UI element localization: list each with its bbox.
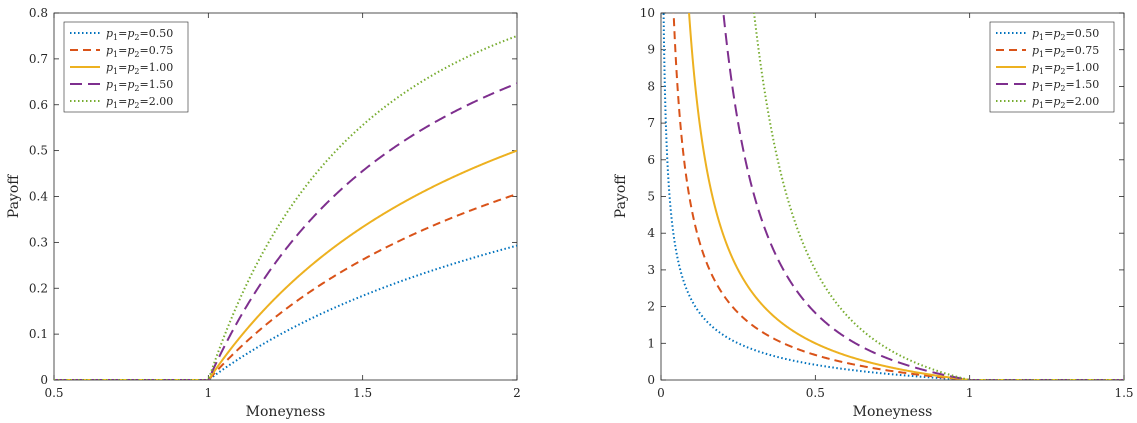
x-tick-label: 1.5 [1114, 386, 1133, 400]
y-tick-label: 7 [647, 116, 655, 130]
y-axis-label: Payoff [6, 174, 22, 218]
y-tick-label: 0 [40, 373, 48, 387]
x-axis-label: Moneyness [246, 404, 326, 420]
y-tick-label: 1 [647, 336, 655, 350]
legend-label-1: p1=p2=0.50 [106, 27, 173, 42]
series-group [662, 13, 1124, 380]
legend: p1=p2=0.50 p1=p2=0.75 p1=p2=1.00 p1=p2=1.50… [63, 21, 189, 113]
legend-label-1: p1=p2=0.50 [1032, 27, 1099, 42]
legend-label-3: p1=p2=1.00 [1032, 61, 1099, 76]
y-tick-label: 0.3 [29, 235, 48, 249]
y-tick-label: 9 [647, 43, 655, 57]
series-line-3 [54, 149, 517, 380]
legend-label-5: p1=p2=2.00 [106, 95, 173, 110]
y-tick-label: 0.5 [29, 144, 48, 158]
legend: p1=p2=0.50 p1=p2=0.75 p1=p2=1.00 p1=p2=1.50… [989, 21, 1115, 113]
legend-label-4: p1=p2=1.50 [106, 78, 173, 93]
x-axis-label: Moneyness [853, 404, 933, 420]
y-tick-label: 0.2 [29, 281, 48, 295]
x-tick-label: 0.5 [44, 386, 63, 400]
legend-label-3: p1=p2=1.00 [106, 61, 173, 76]
y-tick-label: 2 [647, 300, 655, 314]
series-line-2 [54, 193, 517, 380]
chart-call: 0.5 1 1.5 2 0 0.1 0.2 0.3 0.4 0.5 0.6 0.7 0.8 Moneyne… [6, 6, 521, 420]
x-tick-label: 0.5 [806, 386, 825, 400]
series-group [54, 35, 517, 380]
legend-label-4: p1=p2=1.50 [1032, 78, 1099, 93]
chart-put: 0 0.5 1 1.5 0 1 2 3 4 5 6 7 8 9 10 Moneyness Payoff p1=p2… [613, 6, 1134, 420]
y-axis-label: Payoff [613, 174, 629, 218]
y-tick-label: 0.4 [29, 190, 48, 204]
y-tick-label: 0 [647, 373, 655, 387]
series-line-2 [672, 13, 1124, 380]
legend-label-2: p1=p2=0.75 [1032, 44, 1099, 59]
y-tick-label: 0.1 [29, 327, 48, 341]
x-tick-label: 1 [966, 386, 974, 400]
series-line-4 [54, 82, 517, 380]
y-tick-label: 0.6 [29, 98, 48, 112]
x-tick-label: 2 [513, 386, 521, 400]
x-tick-label: 1 [205, 386, 213, 400]
y-tick-label: 10 [640, 6, 655, 20]
series-line-5 [753, 13, 1124, 380]
x-tick-label: 0 [657, 386, 665, 400]
series-line-1 [54, 244, 517, 380]
series-line-4 [722, 13, 1124, 380]
legend-label-2: p1=p2=0.75 [106, 44, 173, 59]
y-tick-label: 3 [647, 263, 655, 277]
series-line-5 [54, 35, 517, 380]
series-line-3 [688, 13, 1124, 380]
y-tick-label: 0.7 [29, 52, 48, 66]
series-line-1 [662, 13, 1124, 380]
y-tick-label: 0.8 [29, 6, 48, 20]
y-tick-label: 4 [647, 226, 655, 240]
legend-label-5: p1=p2=2.00 [1032, 95, 1099, 110]
y-tick-label: 5 [647, 190, 655, 204]
y-tick-label: 8 [647, 79, 655, 93]
x-tick-label: 1.5 [353, 386, 372, 400]
y-tick-label: 6 [647, 153, 655, 167]
